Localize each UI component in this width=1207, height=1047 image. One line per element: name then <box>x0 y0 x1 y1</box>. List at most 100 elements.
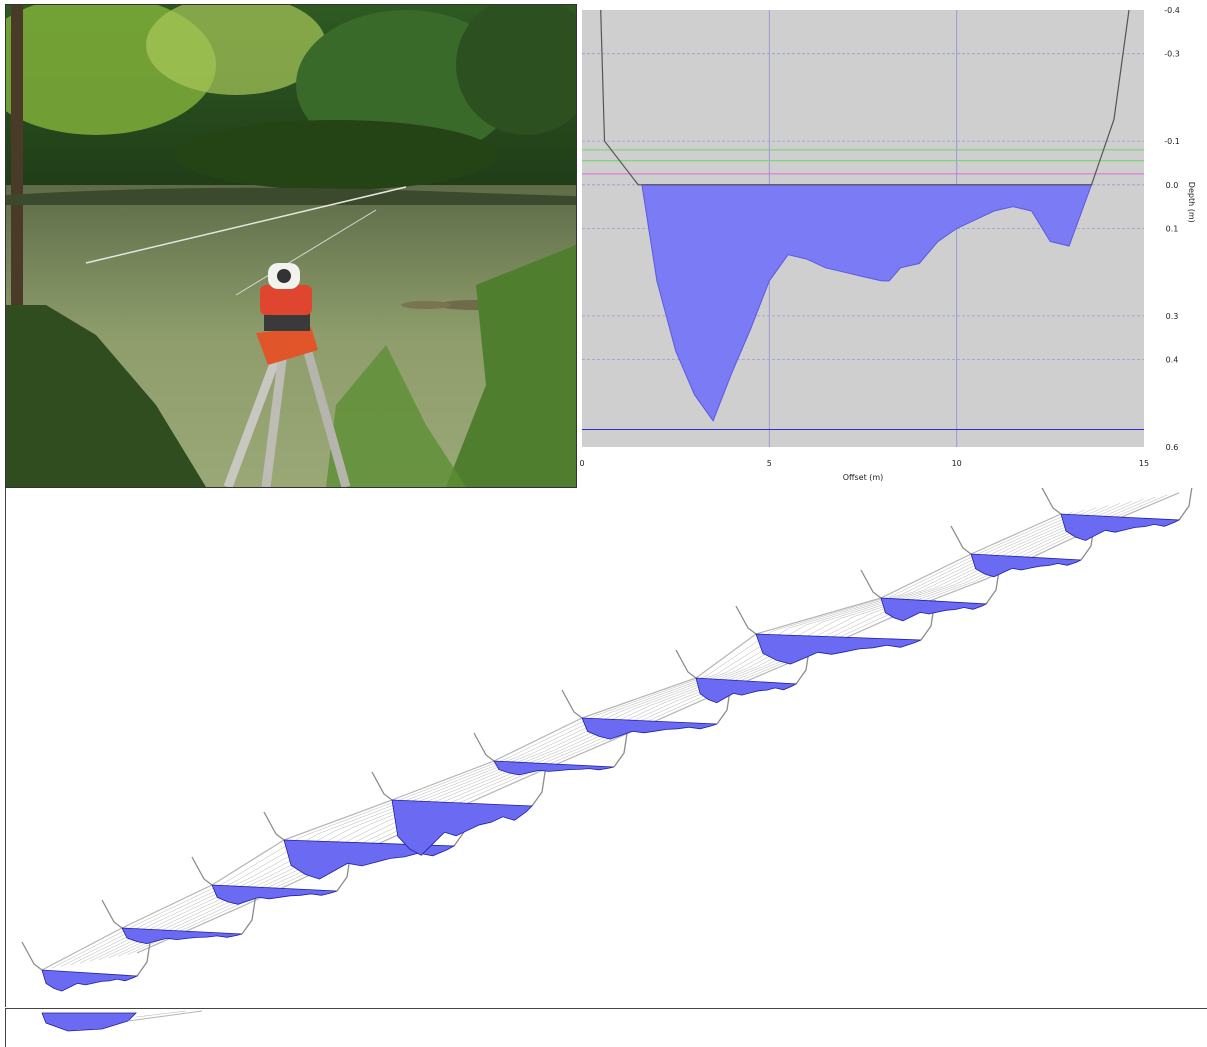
left-bank <box>860 569 882 599</box>
left-bank <box>191 856 213 886</box>
section-link <box>981 511 1073 553</box>
section-link <box>211 839 285 886</box>
field-photo <box>5 4 577 488</box>
y-tick-label: -0.4 <box>1164 6 1180 15</box>
cross-section-1 <box>21 935 152 992</box>
section-link <box>755 597 882 635</box>
reach-3d-view <box>5 488 1207 1007</box>
cross-section-11 <box>950 519 1096 578</box>
field-photo-illustration <box>6 5 576 487</box>
section-link <box>920 578 987 605</box>
x-tick-labels: 0 5 10 15 <box>579 459 1149 468</box>
y-tick-label: -0.1 <box>1164 137 1180 146</box>
left-bank <box>101 899 123 929</box>
cross-section-6 <box>473 726 629 776</box>
section-link <box>880 553 972 599</box>
left-bank <box>473 732 495 762</box>
section-link <box>334 792 435 832</box>
section-link <box>595 675 707 716</box>
cross-section-5 <box>371 765 547 856</box>
right-bank <box>613 726 629 768</box>
water-fill <box>755 633 922 665</box>
section-link <box>157 878 250 922</box>
water-fill <box>41 1012 137 1032</box>
water-fill <box>880 597 988 622</box>
water-fill <box>493 760 615 776</box>
y-tick-label: 0.6 <box>1166 443 1179 452</box>
reach-strip-view <box>5 1008 1207 1047</box>
x-tick-label: 10 <box>952 459 962 468</box>
left-bank <box>21 941 43 971</box>
section-link <box>127 1010 203 1022</box>
y-tick-label: 0.0 <box>1166 181 1179 190</box>
right-bank <box>1178 488 1193 521</box>
section-link <box>529 710 623 755</box>
x-tick-label: 15 <box>1139 459 1149 468</box>
section-link <box>805 592 913 626</box>
section-link <box>505 715 596 760</box>
water-fill <box>581 717 718 740</box>
water-fill <box>970 553 1082 578</box>
section-link <box>135 1010 187 1018</box>
section-link <box>41 927 123 971</box>
left-bank <box>950 525 972 555</box>
cross-section-10 <box>860 563 1001 622</box>
section-link <box>169 875 263 920</box>
cross-section-chart: 0 5 10 15 -0.4 -0.3 -0.1 0.0 0.1 0.3 0.4 0.6 Offse… <box>578 4 1207 484</box>
water-fill <box>391 799 533 856</box>
section-link <box>136 905 243 954</box>
y-tick-label: -0.3 <box>1164 50 1180 59</box>
section-link <box>695 633 757 679</box>
right-bank <box>531 765 547 807</box>
left-bank <box>675 649 697 679</box>
bank-profile-line <box>600 9 1130 186</box>
cross-section-svg: 0 5 10 15 -0.4 -0.3 -0.1 0.0 0.1 0.3 0.4 0.6 Offse… <box>579 6 1196 482</box>
y-tick-label: 0.1 <box>1166 225 1179 234</box>
left-bank <box>561 689 583 719</box>
section-link <box>121 884 213 929</box>
section-link <box>493 717 583 762</box>
section-link <box>133 882 225 927</box>
y-axis-label: Depth (m) <box>1187 182 1196 223</box>
section-link <box>391 760 495 801</box>
x-tick-label: 5 <box>767 459 772 468</box>
section-link <box>283 799 393 841</box>
water-area <box>641 184 1093 422</box>
reach-3d-svg <box>21 488 1193 992</box>
left-bank <box>263 811 285 841</box>
water-fill <box>211 884 338 905</box>
water-fill <box>41 969 139 992</box>
x-axis-label: Offset (m) <box>843 473 884 482</box>
section-link <box>821 590 924 623</box>
x-tick-label: 0 <box>579 459 584 468</box>
reach-strip-svg <box>41 1010 203 1032</box>
y-tick-label: 0.3 <box>1166 312 1179 321</box>
right-bank <box>136 935 152 977</box>
survey-level-tripod <box>223 263 351 487</box>
right-bank <box>241 893 257 935</box>
section-link <box>649 668 747 707</box>
section-link <box>922 545 1016 591</box>
section-link <box>891 551 983 597</box>
left-bank <box>1041 488 1062 515</box>
section-link <box>1003 507 1097 549</box>
water-fill <box>121 927 243 945</box>
cross-section-12 <box>1041 488 1193 541</box>
cross-section-2 <box>101 893 257 945</box>
section-link <box>51 925 135 969</box>
section-link <box>581 677 697 719</box>
section-link <box>1014 505 1109 547</box>
left-bank <box>371 771 393 801</box>
y-tick-label: 0.4 <box>1166 356 1179 365</box>
reference-lines <box>582 149 1144 431</box>
section-link <box>970 513 1062 555</box>
y-tick-labels: -0.4 -0.3 -0.1 0.0 0.1 0.3 0.4 0.6 <box>1164 6 1180 452</box>
section-link <box>300 797 407 838</box>
section-link <box>772 595 892 632</box>
water-fill <box>1060 513 1181 541</box>
left-bank <box>735 605 757 635</box>
section-link <box>635 670 737 709</box>
water-fill <box>695 677 798 704</box>
section-link <box>447 752 543 791</box>
section-link <box>79 919 171 964</box>
